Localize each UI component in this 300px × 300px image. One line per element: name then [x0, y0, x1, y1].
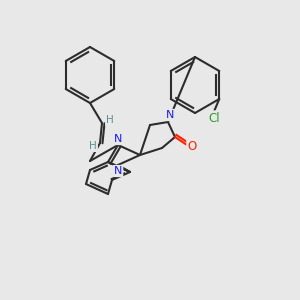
Text: O: O	[188, 140, 196, 154]
Text: Cl: Cl	[208, 112, 220, 124]
Text: N: N	[114, 166, 122, 176]
Text: H: H	[89, 141, 97, 151]
Text: N: N	[166, 110, 174, 120]
Text: N: N	[114, 134, 122, 144]
Text: H: H	[106, 115, 114, 125]
